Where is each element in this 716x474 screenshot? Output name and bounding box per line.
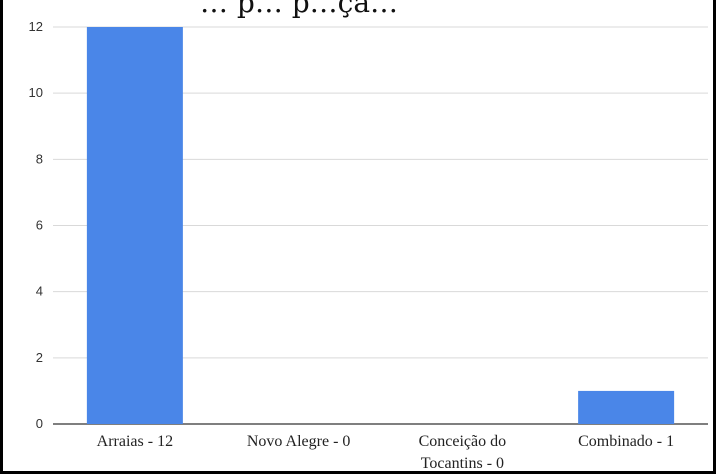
y-tick-label: 12 <box>29 19 43 34</box>
x-tick-label: Conceição do Tocantins - 0 <box>419 433 507 472</box>
y-tick-label: 6 <box>36 218 43 233</box>
y-tick-label: 8 <box>36 151 43 166</box>
bar <box>578 390 675 424</box>
x-tick-label: Arraias - 12 <box>97 433 173 450</box>
bar <box>86 27 183 424</box>
x-tick-label: Combinado - 1 <box>578 433 674 450</box>
chart-title-cropped: … p… p…çã… <box>200 0 399 19</box>
y-tick-label: 2 <box>36 350 43 365</box>
y-tick-label: 10 <box>29 85 43 100</box>
x-tick-label: Novo Alegre - 0 <box>247 433 351 450</box>
y-tick-label: 0 <box>36 416 43 431</box>
y-tick-label: 4 <box>36 284 43 299</box>
